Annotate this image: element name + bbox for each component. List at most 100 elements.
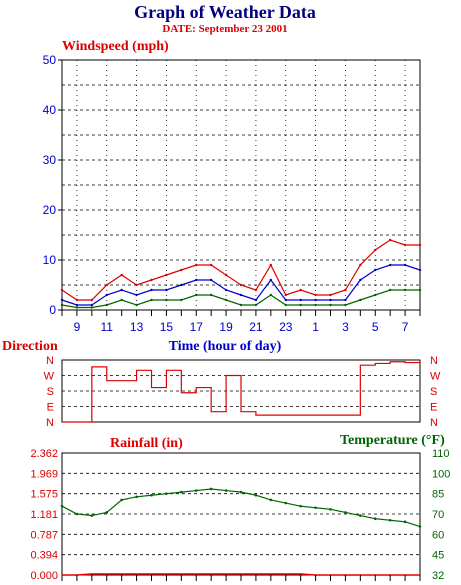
- windspeed-point: [254, 288, 258, 292]
- rainfall-temperature-grid: [61, 452, 421, 576]
- direction-label-right: W: [430, 371, 441, 383]
- page-title: Graph of Weather Data: [134, 2, 316, 22]
- direction-label-right: N: [430, 417, 438, 429]
- windspeed-lines: [60, 238, 422, 309]
- windspeed-point: [299, 303, 302, 307]
- rainfall-frame: [61, 452, 421, 576]
- windspeed-point: [329, 298, 332, 302]
- rainfall-y-tick: 0.394: [30, 550, 58, 562]
- windspeed-grid: [61, 59, 421, 311]
- windspeed-point: [209, 293, 213, 297]
- temperature-y-tick: 45: [432, 550, 444, 562]
- windspeed-point: [269, 278, 273, 282]
- windspeed-x-tick: 3: [342, 320, 349, 334]
- windspeed-y-tick: 40: [43, 103, 57, 117]
- rainfall-y-tick: 0.000: [30, 570, 58, 582]
- temperature-point: [344, 511, 347, 514]
- temperature-y-tick: 100: [432, 468, 450, 480]
- windspeed-point: [90, 303, 94, 307]
- windspeed-point: [254, 298, 258, 302]
- windspeed-series-red: [61, 239, 420, 301]
- temperature-point: [105, 511, 109, 514]
- windspeed-point: [239, 293, 243, 297]
- windspeed-point: [284, 293, 287, 297]
- windspeed-point: [314, 303, 317, 307]
- windspeed-point: [60, 288, 64, 292]
- windspeed-point: [224, 298, 228, 302]
- temperature-y-tick: 110: [432, 448, 450, 460]
- temperature-point: [165, 492, 168, 495]
- windspeed-y-tick: 30: [43, 153, 57, 167]
- windspeed-point: [388, 263, 392, 267]
- windspeed-point: [165, 298, 168, 302]
- temperature-point: [359, 514, 362, 517]
- windspeed-point: [120, 298, 123, 302]
- rainfall-title: Rainfall (in): [110, 436, 183, 451]
- windspeed-point: [195, 293, 198, 297]
- windspeed-point: [135, 303, 138, 307]
- temperature-point: [90, 514, 94, 517]
- windspeed-point: [344, 288, 347, 292]
- windspeed-point: [195, 278, 198, 282]
- windspeed-point: [284, 298, 287, 302]
- windspeed-y-tick: 10: [43, 253, 57, 267]
- windspeed-point: [75, 303, 79, 307]
- direction-series: [62, 361, 421, 423]
- temperature-point: [209, 487, 213, 491]
- temperature-point: [75, 512, 79, 516]
- windspeed-y-ticks: 0 10 20 30 40 50: [43, 53, 62, 317]
- temperature-y-tick: 85: [432, 489, 444, 501]
- windspeed-title: Windspeed (mph): [62, 39, 169, 54]
- windspeed-x-tick: 11: [101, 320, 114, 334]
- windspeed-point: [418, 268, 422, 272]
- windspeed-x-tick: 21: [249, 320, 263, 334]
- rainfall-y-tick: 1.181: [30, 509, 58, 521]
- direction-label-left: N: [46, 417, 54, 429]
- windspeed-point: [359, 278, 362, 282]
- windspeed-point: [359, 263, 362, 267]
- windspeed-x-tick: 1: [312, 320, 319, 334]
- temperature-point: [403, 520, 407, 524]
- windspeed-point: [165, 288, 168, 292]
- windspeed-point: [418, 288, 422, 292]
- windspeed-point: [269, 293, 273, 297]
- rainfall-x-ticks: [61, 575, 421, 581]
- temperature-point: [194, 489, 198, 492]
- windspeed-point: [150, 298, 153, 302]
- windspeed-point: [209, 278, 213, 282]
- windspeed-point: [120, 288, 123, 292]
- temperature-point: [314, 506, 317, 510]
- temperature-y-tick: 60: [432, 529, 444, 541]
- temperature-point: [239, 490, 243, 494]
- temperature-point: [224, 489, 228, 492]
- temperature-point: [418, 525, 422, 528]
- windspeed-point: [314, 298, 317, 302]
- windspeed-point: [90, 306, 94, 309]
- windspeed-point: [269, 263, 273, 267]
- temperature-point: [299, 504, 302, 508]
- temperature-point: [254, 493, 258, 497]
- temperature-y-ticks: 32 45 60 70 85 100 110: [432, 448, 450, 582]
- windspeed-point: [329, 303, 332, 307]
- rainfall-y-tick: 2.362: [30, 448, 58, 460]
- windspeed-point: [180, 283, 183, 287]
- windspeed-x-tick: 7: [402, 320, 409, 334]
- rainfall-y-tick: 0.787: [30, 529, 58, 541]
- windspeed-x-tick: 9: [74, 320, 81, 334]
- temperature-point: [180, 490, 183, 494]
- windspeed-point: [299, 288, 302, 292]
- rainfall-temperature-lines: [60, 487, 422, 576]
- direction-label-right: E: [430, 402, 437, 414]
- windspeed-point: [374, 268, 377, 272]
- windspeed-point: [105, 293, 108, 297]
- windspeed-point: [344, 303, 347, 307]
- temperature-point: [60, 504, 64, 508]
- windspeed-x-ticks: 9 11 13 15 17 19 21 23 1 3 5 7: [61, 310, 421, 334]
- temperature-point: [388, 518, 392, 522]
- windspeed-point: [150, 288, 153, 292]
- temperature-point: [150, 493, 153, 497]
- windspeed-point: [135, 283, 138, 287]
- temperature-point: [284, 501, 288, 505]
- rainfall-y-ticks: 0.000 0.394 0.787 1.181 1.575 1.969 2.362: [30, 448, 58, 582]
